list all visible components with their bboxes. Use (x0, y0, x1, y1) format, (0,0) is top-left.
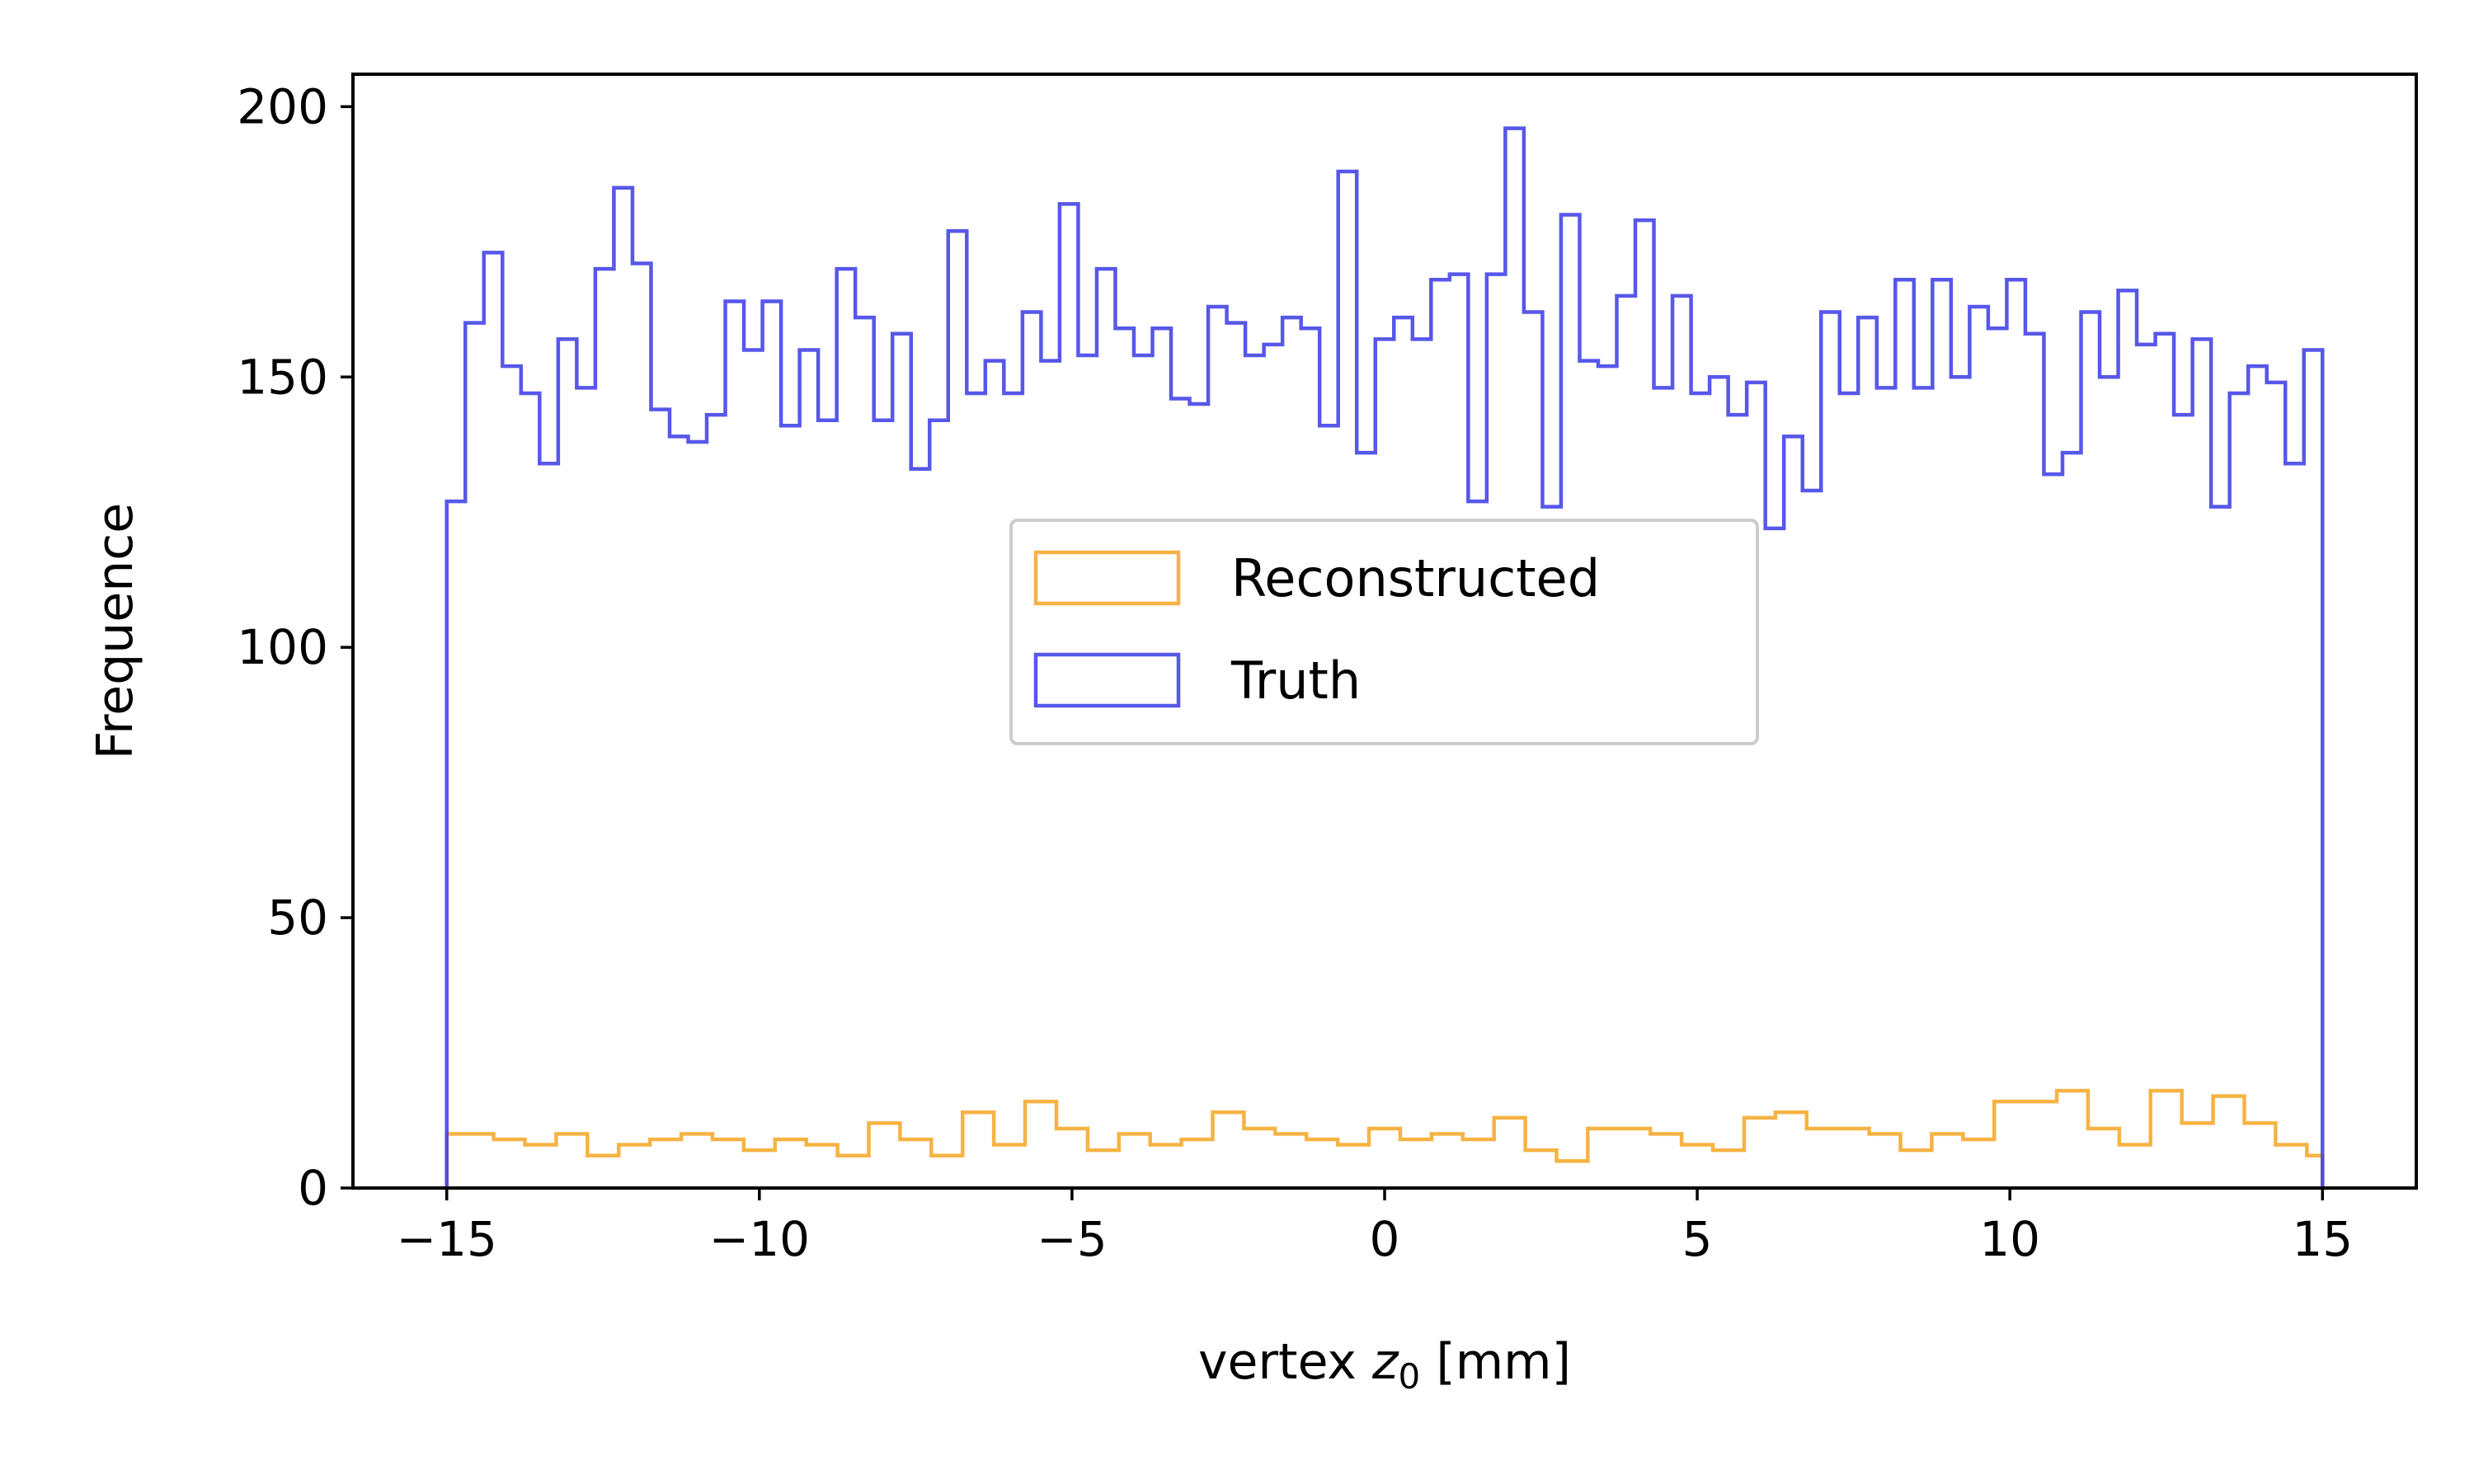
series-layer (444, 126, 2325, 1188)
x-tick-label: 5 (1682, 1211, 1713, 1267)
x-axis-label-variable: z (1371, 1333, 1399, 1391)
legend-swatch-reconstructed (1033, 550, 1181, 606)
legend-swatch-truth (1033, 652, 1181, 708)
y-tick-label: 150 (237, 349, 328, 405)
y-tick-label: 100 (237, 619, 328, 675)
legend: Reconstructed Truth (1009, 519, 1759, 745)
x-tick-label: 0 (1370, 1211, 1400, 1267)
y-tick-label: 50 (267, 890, 328, 946)
y-tick-label: 0 (298, 1160, 328, 1216)
legend-items: Reconstructed Truth (1033, 548, 1600, 711)
x-tick-label: −5 (1037, 1211, 1108, 1267)
x-axis-ticks: −15 −10 −5 0 5 10 15 (397, 1188, 2353, 1267)
x-tick-label: −15 (397, 1211, 497, 1267)
y-axis-label: Frequence (87, 503, 144, 759)
x-axis-label-subscript: 0 (1399, 1356, 1421, 1397)
legend-box (1009, 519, 1759, 745)
x-tick-label: 10 (1979, 1211, 2040, 1267)
x-axis-label-suffix: [mm] (1420, 1333, 1571, 1391)
x-tick-label: −10 (709, 1211, 810, 1267)
legend-label-reconstructed: Reconstructed (1231, 548, 1600, 608)
x-tick-label: 15 (2292, 1211, 2353, 1267)
y-axis-ticks: 0 50 100 150 200 (237, 78, 353, 1216)
x-axis-label: vertex z0 [mm] (1198, 1333, 1571, 1397)
y-tick-label: 200 (237, 78, 328, 134)
x-axis-label-prefix: vertex (1198, 1333, 1372, 1391)
legend-label-truth: Truth (1230, 650, 1361, 711)
series-reconstructed-step-line (444, 1088, 2325, 1188)
series-truth-step-line (444, 126, 2325, 1188)
